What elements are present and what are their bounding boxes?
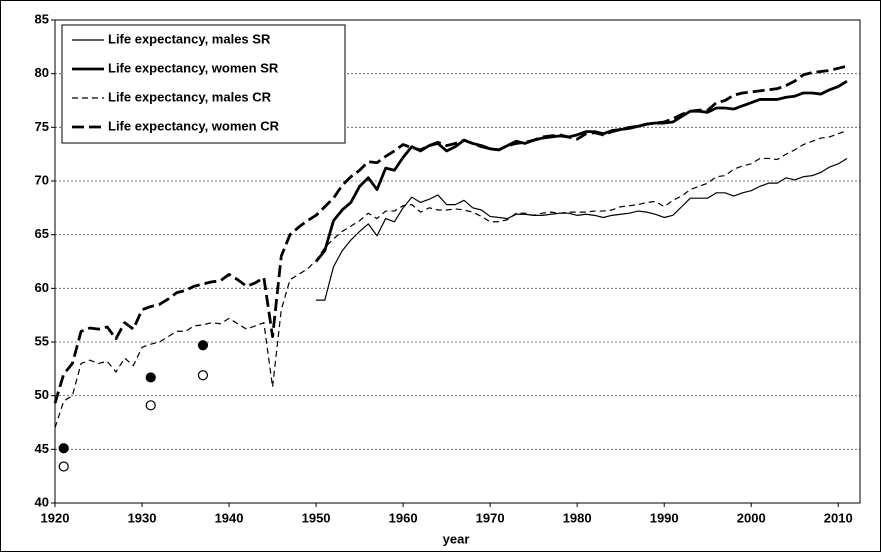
x-tick-label: 1970 xyxy=(476,510,505,525)
legend-box xyxy=(61,24,346,144)
legend-label: Life expectancy, males SR xyxy=(108,31,271,46)
x-tick-label: 1980 xyxy=(563,510,592,525)
y-tick-label: 45 xyxy=(35,441,49,456)
marker xyxy=(145,372,156,383)
marker xyxy=(145,400,156,411)
y-tick-label: 50 xyxy=(35,387,49,402)
x-tick-label: 1960 xyxy=(389,510,418,525)
y-tick-label: 55 xyxy=(35,333,49,348)
x-tick-label: 1920 xyxy=(41,510,70,525)
marker xyxy=(58,461,69,472)
x-tick-label: 1990 xyxy=(650,510,679,525)
y-tick-label: 80 xyxy=(35,65,49,80)
legend-label: Life expectancy, women CR xyxy=(108,118,280,133)
marker xyxy=(197,370,209,381)
x-tick-label: 2010 xyxy=(824,510,853,525)
x-axis-label: year xyxy=(443,531,470,546)
line xyxy=(314,79,848,263)
y-tick-label: 85 xyxy=(35,11,49,26)
y-tick-label: 75 xyxy=(35,119,49,134)
y-tick-label: 65 xyxy=(35,226,49,241)
line xyxy=(54,129,848,429)
line xyxy=(53,64,848,404)
marker xyxy=(197,340,209,351)
legend-label: Life expectancy, males CR xyxy=(108,89,272,104)
marker xyxy=(58,443,69,454)
y-tick-label: 60 xyxy=(35,280,49,295)
x-tick-label: 1940 xyxy=(215,510,244,525)
x-tick-label: 1950 xyxy=(302,510,331,525)
line xyxy=(316,157,848,301)
y-tick-label: 70 xyxy=(35,172,49,187)
plot-frame xyxy=(54,19,861,504)
x-tick-label: 2000 xyxy=(737,510,766,525)
y-tick-label: 40 xyxy=(35,494,49,509)
x-tick-label: 1930 xyxy=(128,510,157,525)
legend-label: Life expectancy, women SR xyxy=(108,60,279,75)
